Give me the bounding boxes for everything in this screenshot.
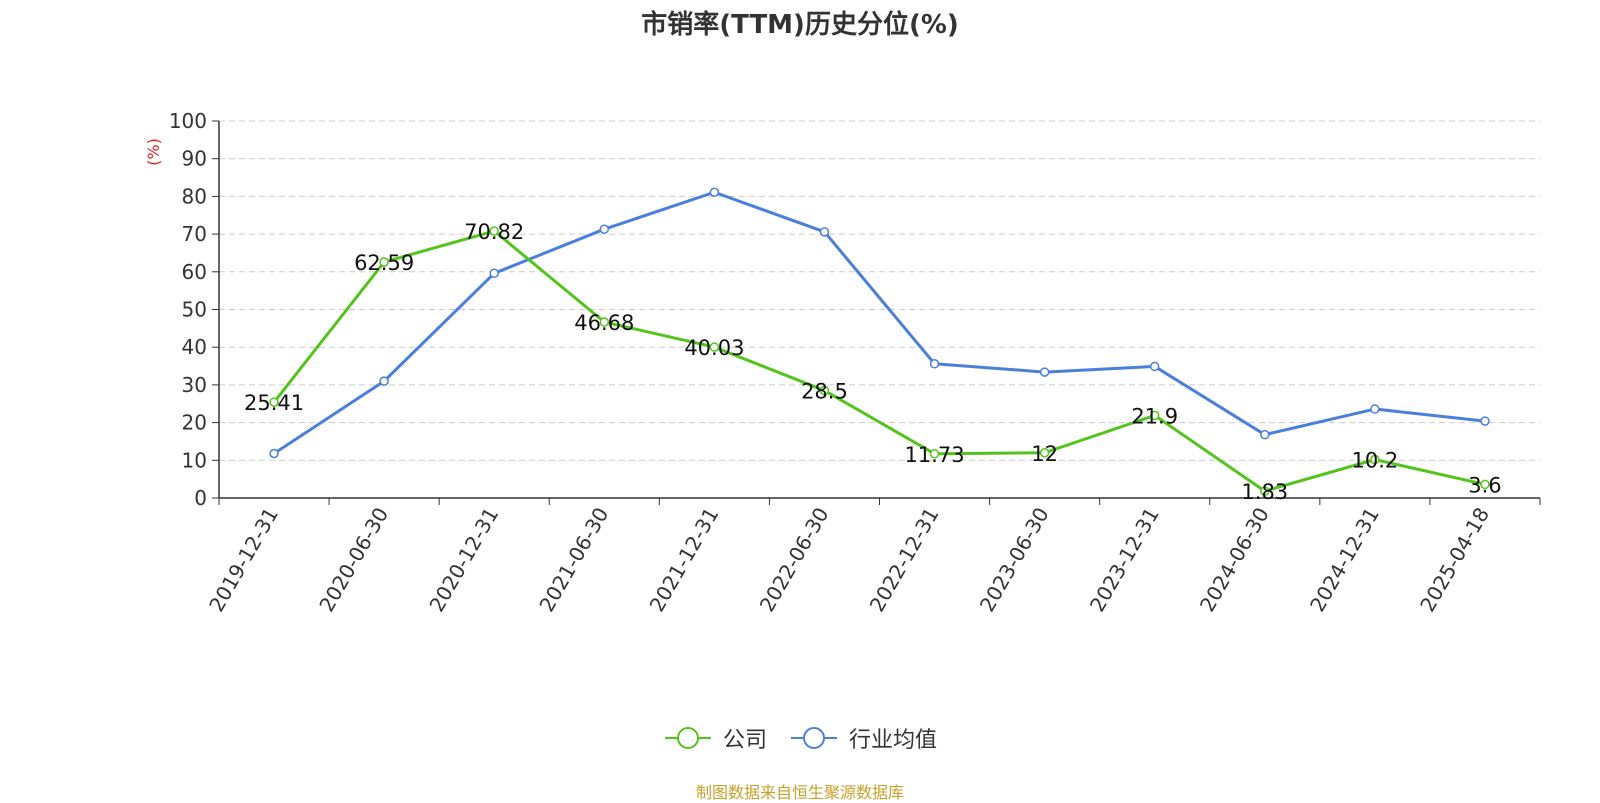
y-tick-label: 80 [182,184,207,208]
data-point-industry-avg[interactable] [1480,416,1490,426]
source-note: 制图数据来自恒生聚源数据库 [695,783,904,802]
data-point-industry-avg[interactable] [819,227,830,237]
x-tick-label: 2019-12-31 [204,503,283,616]
data-point-industry-avg[interactable] [1370,404,1380,414]
x-tick-label: 2023-12-31 [1085,503,1164,616]
data-point-industry-avg[interactable] [1039,367,1050,377]
y-axis-label: (%) [144,138,163,166]
data-point-industry-avg[interactable] [929,359,940,369]
series-line-industry-avg [273,190,1486,455]
data-label: 1.83 [1241,480,1288,504]
data-point-industry-avg[interactable] [709,187,720,198]
data-point-company[interactable] [709,342,720,352]
data-label: 12 [1031,442,1058,466]
data-point-industry-avg[interactable] [489,268,499,279]
x-tick-label: 2021-06-30 [534,503,613,616]
y-tick-label: 40 [182,335,207,359]
data-labels: 25.41 62.59 70.82 46.68 40.03 28.5 11.73 12 21.9… [244,220,1502,504]
legend-item-industry-avg[interactable]: 行业均值 [789,722,937,754]
data-point-industry-avg[interactable] [379,376,389,386]
y-tick-label: 0 [194,486,207,510]
axes: 0 10 20 30 40 50 60 70 80 90 100 2019-12-31 2020-06-… [169,109,1541,616]
legend: 公司 行业均值 [0,722,1600,754]
x-tick-label: 2023-06-30 [975,503,1054,616]
series-line-company [272,229,1486,493]
x-tick-label: 2021-12-31 [645,503,724,616]
legend-label-industry-avg: 行业均值 [849,728,938,753]
series-lines [269,187,1490,496]
legend-item-company[interactable]: 公司 [663,722,767,754]
data-point-company[interactable] [1260,486,1270,496]
x-tick-label: 2024-06-30 [1195,503,1274,616]
data-label: 10.2 [1351,449,1398,473]
data-label: 40.03 [684,336,744,360]
y-tick-label: 50 [182,298,207,322]
x-tick-label: 2024-12-31 [1305,503,1384,616]
data-label: 11.73 [904,443,964,467]
data-point-company[interactable] [819,385,830,396]
x-tick-label: 2022-06-30 [755,503,834,616]
y-tick-label: 70 [182,222,207,246]
data-label: 46.68 [574,311,634,335]
data-point-company[interactable] [269,397,279,407]
data-point-company[interactable] [489,226,499,236]
data-point-company[interactable] [599,317,610,327]
y-tick-label: 60 [182,260,207,284]
data-point-industry-avg[interactable] [599,224,610,234]
data-point-company[interactable] [1039,448,1050,458]
y-tick-label: 20 [182,411,207,435]
grid-lines [219,120,1540,461]
data-point-company[interactable] [1480,479,1490,490]
data-point-industry-avg[interactable] [1260,429,1270,440]
data-label: 28.5 [801,380,848,404]
chart-title: 市销率(TTM)历史分位(%) [641,10,959,40]
y-tick-label: 90 [182,147,207,171]
x-tick-label: 2022-12-31 [865,503,944,616]
y-tick-label: 10 [182,448,207,472]
x-tick-label: 2020-12-31 [424,503,503,616]
legend-marker-company-icon [664,727,711,749]
data-label: 3.6 [1468,473,1501,497]
data-label: 70.82 [464,220,524,244]
data-point-company[interactable] [1370,454,1380,465]
data-label: 21.9 [1131,404,1178,428]
y-tick-label: 100 [169,109,207,133]
legend-label-company: 公司 [722,728,767,753]
x-tick-label: 2020-06-30 [314,503,393,616]
data-point-industry-avg[interactable] [269,448,279,459]
data-label: 62.59 [354,251,414,275]
data-point-company[interactable] [929,449,940,459]
x-tick-label: 2025-04-18 [1415,503,1494,616]
data-point-company[interactable] [1149,410,1160,421]
data-label: 25.41 [244,391,304,415]
y-tick-label: 30 [182,373,207,397]
data-point-company[interactable] [379,257,389,267]
data-point-industry-avg[interactable] [1149,361,1160,372]
legend-marker-industry-avg-icon [791,727,837,749]
